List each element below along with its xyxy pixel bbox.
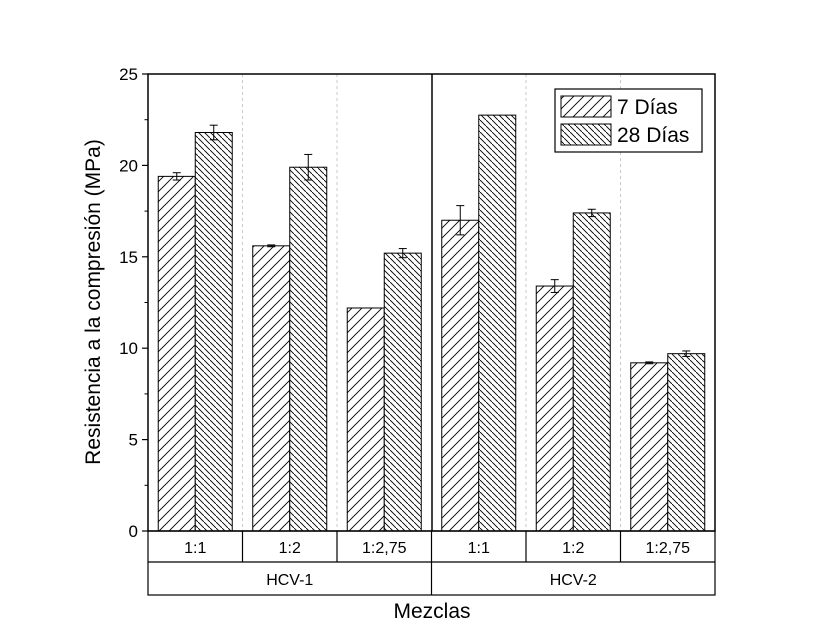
- y-tick-label: 10: [119, 339, 138, 358]
- bar-28-dias: [289, 166, 328, 532]
- legend: 7 Días 28 Días: [554, 88, 703, 153]
- bar-28-dias: [667, 353, 706, 532]
- bar-7-dias: [535, 285, 574, 532]
- bar-28-dias: [572, 212, 611, 532]
- x-group-label: HCV-1: [266, 572, 313, 589]
- legend-swatch-28-dias: [560, 123, 612, 146]
- x-category-label: 1:1: [468, 540, 490, 557]
- y-tick-label: 5: [129, 431, 138, 450]
- y-axis-title: Resistencia a la compresión (MPa): [82, 139, 105, 465]
- y-tick-label: 0: [129, 522, 138, 541]
- x-axis-table: 1:1 1:2 1:2,75 1:1 1:2 1:2,75 HCV-1 HCV-2: [147, 530, 716, 596]
- y-tick-label: 15: [119, 248, 138, 267]
- legend-swatch-7-dias: [560, 95, 612, 118]
- bar-28-dias: [194, 131, 233, 532]
- y-tick-label: 25: [119, 65, 138, 84]
- x-group-label: HCV-2: [550, 572, 597, 589]
- legend-label-28-dias: 28 Días: [617, 124, 689, 147]
- bar-7-dias: [346, 307, 385, 532]
- x-category-label: 1:2,75: [646, 540, 691, 557]
- bar-7-dias: [441, 219, 480, 532]
- y-axis: 0 5 10 15 20 25: [119, 65, 148, 541]
- legend-label-7-dias: 7 Días: [617, 96, 678, 119]
- x-axis-title: Mezclas: [393, 600, 470, 623]
- bar-28-dias: [478, 114, 517, 532]
- error-bars: [172, 124, 691, 365]
- bar-7-dias: [157, 175, 196, 532]
- bar-7-dias: [252, 245, 291, 532]
- bar-7-dias: [630, 362, 669, 532]
- x-category-label: 1:1: [184, 540, 206, 557]
- x-category-label: 1:2: [562, 540, 584, 557]
- x-category-label: 1:2: [279, 540, 301, 557]
- category-separators: [242, 74, 621, 531]
- x-category-label: 1:2,75: [362, 540, 407, 557]
- bar-28-dias: [383, 252, 422, 532]
- bars: [157, 114, 706, 532]
- y-tick-label: 20: [119, 156, 138, 175]
